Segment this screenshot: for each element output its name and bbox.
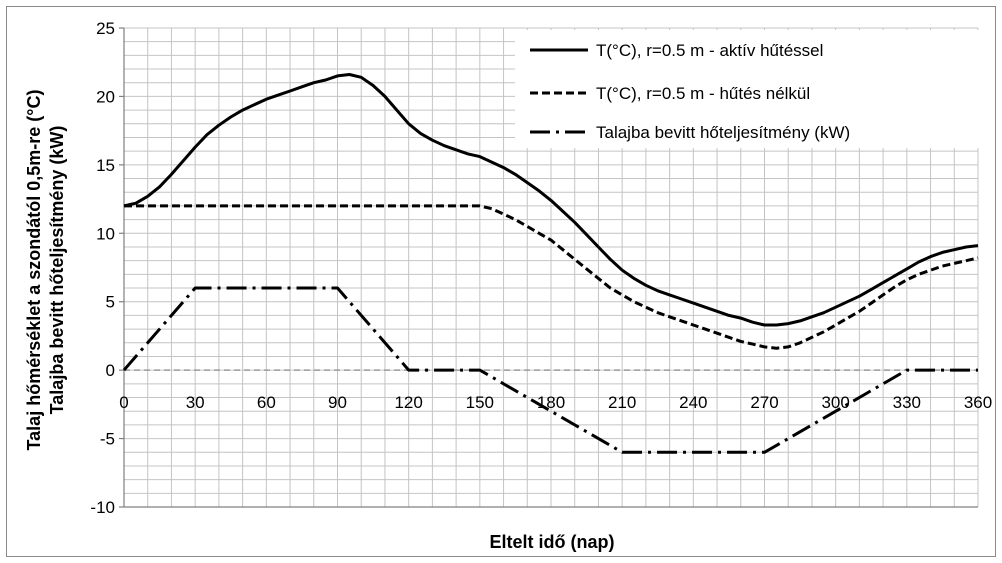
x-axis-title: Eltelt idő (nap)	[490, 532, 615, 552]
x-tick-label: 180	[537, 393, 565, 412]
legend: T(°C), r=0.5 m - aktív hűtéssel T(°C), r…	[515, 30, 987, 148]
legend-label-active-cooling: T(°C), r=0.5 m - aktív hűtéssel	[596, 41, 823, 60]
y-tick-label: 5	[106, 293, 115, 312]
tick-labels: 0 30 60 90 120 150 180 210 240 270 300 330 360-10-50…	[90, 19, 992, 517]
x-tick-label: 330	[893, 393, 921, 412]
x-tick-label: 360	[964, 393, 992, 412]
y-tick-label: 10	[96, 224, 115, 243]
legend-label-heat-power: Talajba bevitt hőteljesítmény (kW)	[596, 123, 850, 142]
x-tick-label: 60	[257, 393, 276, 412]
series-layer	[122, 73, 979, 454]
y-tick-label: 20	[96, 87, 115, 106]
legend-background	[515, 30, 987, 148]
x-tick-label: 30	[186, 393, 205, 412]
axes	[119, 27, 978, 508]
y-axis-title-line1: Talaj hőmérséklet a szondától 0,5m-re (°…	[24, 90, 44, 451]
x-tick-label: 300	[821, 393, 849, 412]
y-tick-label: 0	[106, 361, 115, 380]
y-tick-label: 15	[96, 156, 115, 175]
y-tick-label: -5	[100, 430, 115, 449]
y-tick-label: 25	[96, 19, 115, 38]
legend-label-no-cooling: T(°C), r=0.5 m - hűtés nélkül	[596, 84, 810, 103]
x-tick-label: 210	[608, 393, 636, 412]
x-tick-label: 0	[119, 393, 128, 412]
y-axis-title-line2: Talajba bevitt hőteljesítmény (kW)	[47, 126, 67, 415]
series-line-active-cooling	[123, 73, 979, 327]
x-tick-label: 240	[679, 393, 707, 412]
y-tick-label: -10	[90, 498, 115, 517]
x-tick-label: 150	[466, 393, 494, 412]
series-line-heat-power	[122, 286, 978, 454]
x-tick-label: 270	[750, 393, 778, 412]
x-tick-label: 120	[394, 393, 422, 412]
series-line-no-cooling	[124, 204, 979, 350]
x-tick-label: 90	[328, 393, 347, 412]
